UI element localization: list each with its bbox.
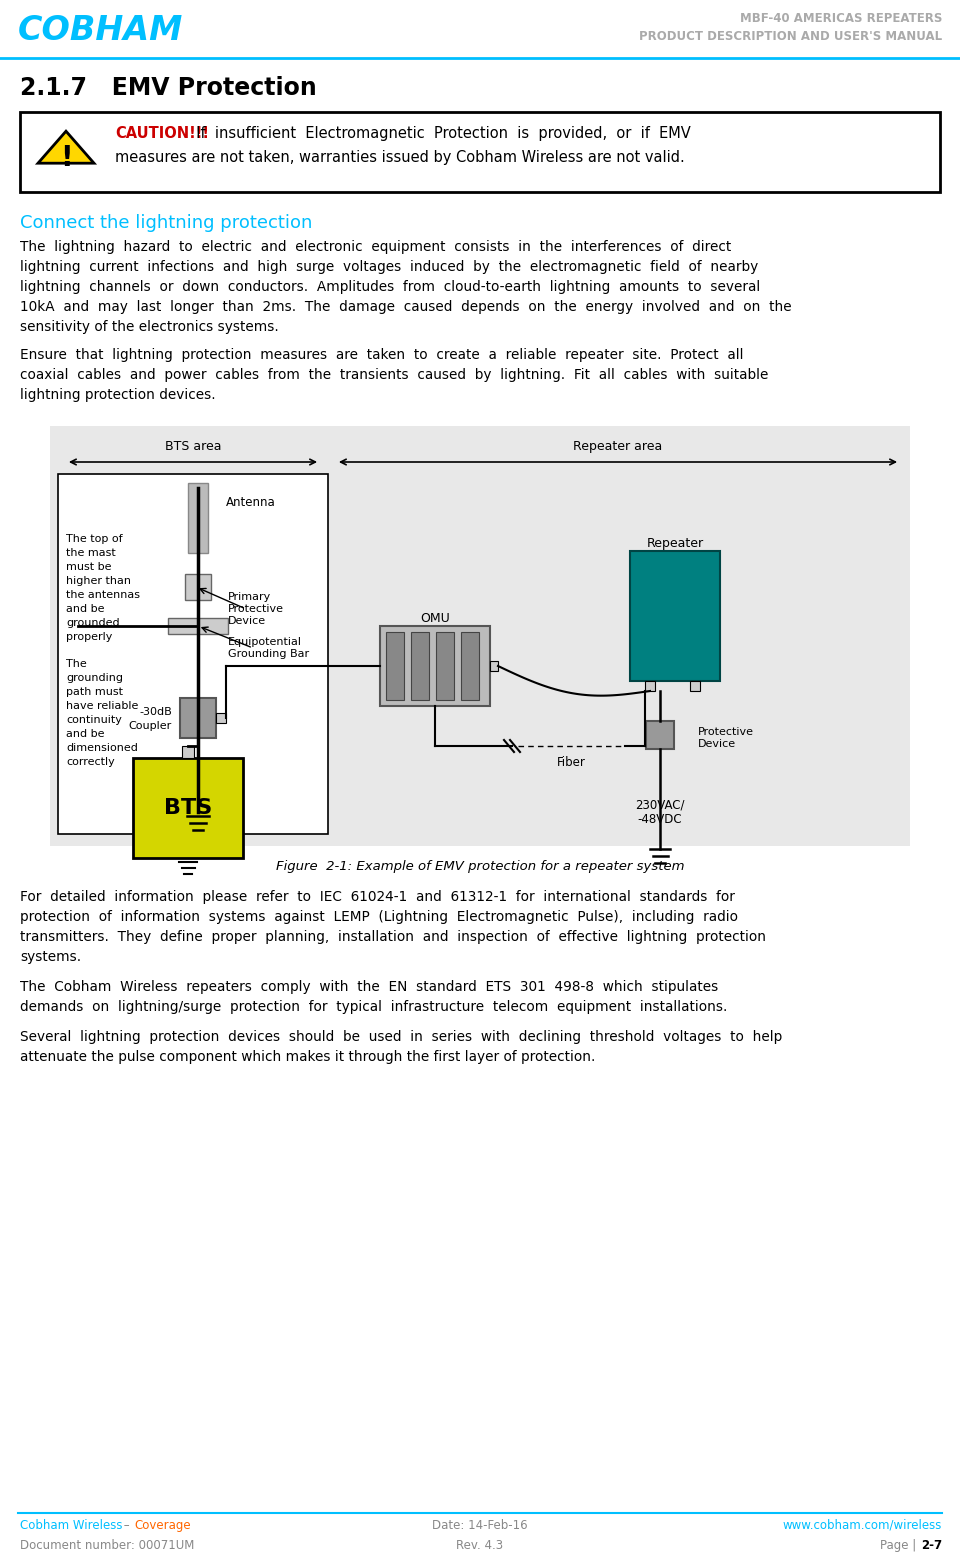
Bar bbox=[168, 617, 228, 635]
Text: Fiber: Fiber bbox=[557, 756, 586, 769]
Text: and be: and be bbox=[66, 603, 105, 614]
Text: –: – bbox=[120, 1519, 133, 1532]
Bar bbox=[185, 574, 211, 600]
Text: COBHAM: COBHAM bbox=[18, 14, 183, 47]
Text: the mast: the mast bbox=[66, 549, 116, 558]
Text: lightning  channels  or  down  conductors.  Amplitudes  from  cloud-to-earth  li: lightning channels or down conductors. A… bbox=[20, 280, 760, 294]
Bar bbox=[380, 627, 490, 706]
Text: lightning protection devices.: lightning protection devices. bbox=[20, 388, 216, 402]
Bar bbox=[690, 681, 700, 691]
Bar bbox=[216, 713, 226, 724]
Text: must be: must be bbox=[66, 563, 111, 572]
Text: Page |: Page | bbox=[880, 1540, 920, 1552]
Text: and be: and be bbox=[66, 728, 105, 739]
Text: demands  on  lightning/surge  protection  for  typical  infrastructure  telecom : demands on lightning/surge protection fo… bbox=[20, 1000, 728, 1014]
Text: lightning  current  infections  and  high  surge  voltages  induced  by  the  el: lightning current infections and high su… bbox=[20, 259, 758, 274]
Text: Connect the lightning protection: Connect the lightning protection bbox=[20, 214, 312, 231]
Text: dimensioned: dimensioned bbox=[66, 742, 138, 753]
Text: -48VDC: -48VDC bbox=[637, 813, 683, 825]
Text: Device: Device bbox=[698, 739, 736, 749]
Text: sensitivity of the electronics systems.: sensitivity of the electronics systems. bbox=[20, 320, 278, 334]
Text: 2.1.7   EMV Protection: 2.1.7 EMV Protection bbox=[20, 77, 317, 100]
Bar bbox=[20, 113, 940, 192]
Text: Protective: Protective bbox=[698, 727, 754, 738]
Text: grounded: grounded bbox=[66, 617, 120, 628]
Text: correctly: correctly bbox=[66, 756, 115, 767]
Bar bbox=[182, 746, 194, 758]
Text: !: ! bbox=[60, 144, 72, 172]
Bar bbox=[180, 699, 216, 738]
Text: systems.: systems. bbox=[20, 950, 82, 964]
Text: Rev. 4.3: Rev. 4.3 bbox=[456, 1540, 504, 1552]
Text: The top of: The top of bbox=[66, 535, 123, 544]
Text: the antennas: the antennas bbox=[66, 589, 140, 600]
Bar bbox=[461, 631, 479, 700]
Text: higher than: higher than bbox=[66, 577, 131, 586]
Bar bbox=[436, 631, 454, 700]
Text: The  Cobham  Wireless  repeaters  comply  with  the  EN  standard  ETS  301  498: The Cobham Wireless repeaters comply wit… bbox=[20, 980, 718, 994]
Bar bbox=[411, 631, 429, 700]
Text: Antenna: Antenna bbox=[226, 497, 276, 510]
Text: -30dB: -30dB bbox=[139, 706, 172, 717]
Text: path must: path must bbox=[66, 688, 123, 697]
Text: For  detailed  information  please  refer  to  IEC  61024-1  and  61312-1  for  : For detailed information please refer to… bbox=[20, 889, 734, 903]
Bar bbox=[188, 483, 208, 553]
Text: Several  lightning  protection  devices  should  be  used  in  series  with  dec: Several lightning protection devices sho… bbox=[20, 1030, 782, 1044]
Text: Coupler: Coupler bbox=[129, 721, 172, 731]
Bar bbox=[490, 661, 498, 671]
Text: Primary
Protective
Device: Primary Protective Device bbox=[228, 592, 284, 625]
Text: grounding: grounding bbox=[66, 674, 123, 683]
Text: MBF-40 AMERICAS REPEATERS: MBF-40 AMERICAS REPEATERS bbox=[739, 13, 942, 25]
Text: Coverage: Coverage bbox=[134, 1519, 191, 1532]
Text: attenuate the pulse component which makes it through the first layer of protecti: attenuate the pulse component which make… bbox=[20, 1050, 595, 1064]
Text: The  lightning  hazard  to  electric  and  electronic  equipment  consists  in  : The lightning hazard to electric and ele… bbox=[20, 241, 732, 255]
Bar bbox=[646, 721, 674, 749]
Text: CAUTION!!!: CAUTION!!! bbox=[115, 127, 209, 141]
Text: Equipotential
Grounding Bar: Equipotential Grounding Bar bbox=[228, 638, 309, 658]
Text: 230VAC/: 230VAC/ bbox=[636, 799, 684, 813]
Text: measures are not taken, warranties issued by Cobham Wireless are not valid.: measures are not taken, warranties issue… bbox=[115, 150, 684, 166]
Text: BTS: BTS bbox=[164, 799, 212, 817]
Text: Date: 14-Feb-16: Date: 14-Feb-16 bbox=[432, 1519, 528, 1532]
Text: Repeater area: Repeater area bbox=[573, 441, 662, 453]
Text: have reliable: have reliable bbox=[66, 700, 138, 711]
Bar bbox=[50, 427, 910, 846]
Text: The: The bbox=[66, 660, 86, 669]
Text: Figure  2-1: Example of EMV protection for a repeater system: Figure 2-1: Example of EMV protection fo… bbox=[276, 860, 684, 874]
Text: PRODUCT DESCRIPTION AND USER'S MANUAL: PRODUCT DESCRIPTION AND USER'S MANUAL bbox=[638, 30, 942, 44]
Text: www.cobham.com/wireless: www.cobham.com/wireless bbox=[782, 1519, 942, 1532]
Bar bbox=[630, 552, 720, 681]
Text: 2-7: 2-7 bbox=[921, 1540, 942, 1552]
Text: 10kA  and  may  last  longer  than  2ms.  The  damage  caused  depends  on  the : 10kA and may last longer than 2ms. The d… bbox=[20, 300, 792, 314]
Text: Document number: 00071UM: Document number: 00071UM bbox=[20, 1540, 194, 1552]
Text: OMU: OMU bbox=[420, 613, 450, 625]
Polygon shape bbox=[38, 131, 94, 163]
Text: protection  of  information  systems  against  LEMP  (Lightning  Electromagnetic: protection of information systems agains… bbox=[20, 910, 738, 924]
Text: transmitters.  They  define  proper  planning,  installation  and  inspection  o: transmitters. They define proper plannin… bbox=[20, 930, 766, 944]
Text: Ensure  that  lightning  protection  measures  are  taken  to  create  a  reliab: Ensure that lightning protection measure… bbox=[20, 349, 743, 363]
Bar bbox=[386, 631, 404, 700]
Text: continuity: continuity bbox=[66, 714, 122, 725]
Text: properly: properly bbox=[66, 631, 112, 642]
Bar bbox=[58, 474, 328, 835]
Text: coaxial  cables  and  power  cables  from  the  transients  caused  by  lightnin: coaxial cables and power cables from the… bbox=[20, 367, 768, 381]
Bar bbox=[645, 681, 655, 691]
Bar bbox=[133, 758, 243, 858]
Text: BTS area: BTS area bbox=[165, 441, 221, 453]
Text: Cobham Wireless: Cobham Wireless bbox=[20, 1519, 123, 1532]
Text: Repeater: Repeater bbox=[646, 538, 704, 550]
Text: If  insufficient  Electromagnetic  Protection  is  provided,  or  if  EMV: If insufficient Electromagnetic Protecti… bbox=[187, 127, 691, 141]
